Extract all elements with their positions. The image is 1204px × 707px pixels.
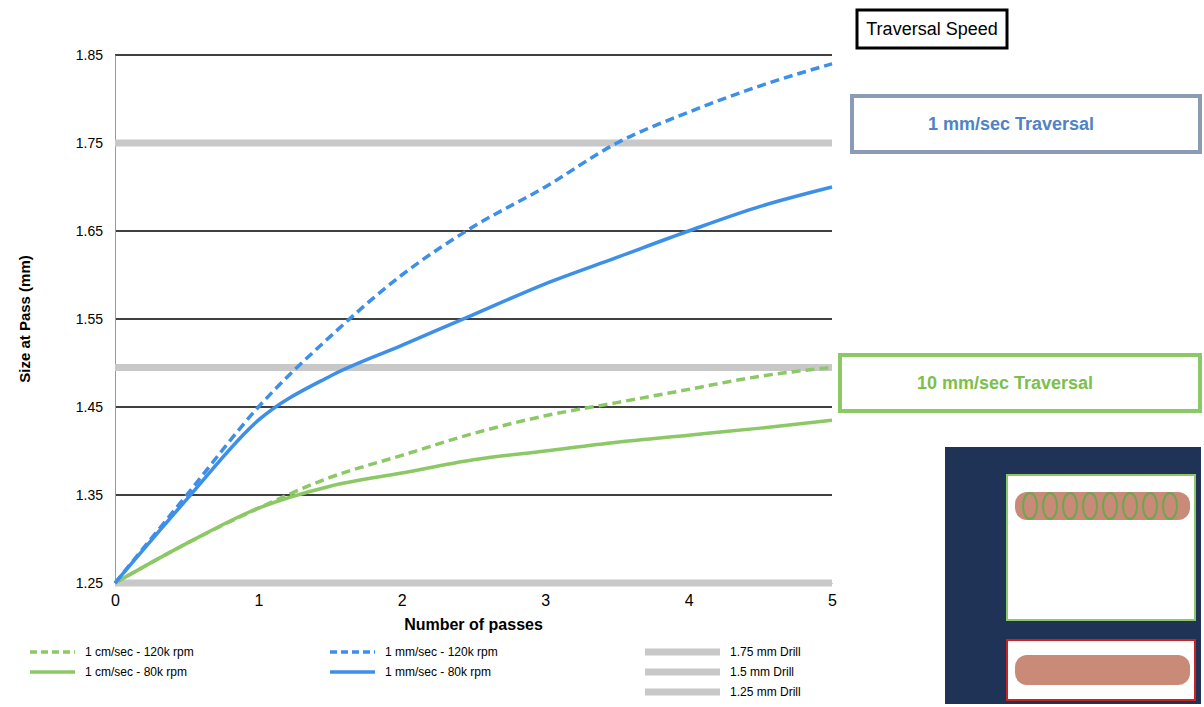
image-tube <box>1015 655 1190 685</box>
grid-line <box>115 54 832 56</box>
series-line <box>115 420 832 583</box>
tick-label: 1.25 <box>76 575 103 591</box>
reference-line <box>115 364 832 371</box>
annotation: Traversal Speed <box>866 19 997 39</box>
plot-area <box>115 64 832 583</box>
grid <box>115 55 832 583</box>
annotation-box <box>857 10 1007 48</box>
x-axis-title: Number of passes <box>404 616 543 633</box>
chart: 1.25 1.35 1.45 1.55 1.65 1.75 1.85 0 1 2 3 4 5 Size a… <box>0 0 1204 707</box>
tick-label: 1.35 <box>76 487 103 503</box>
legend-swatch <box>645 669 720 676</box>
panel-background <box>945 447 1201 704</box>
tick-label: 1.55 <box>76 311 103 327</box>
image-frame <box>1007 640 1195 700</box>
axis-line <box>116 583 833 584</box>
image-frame <box>1007 475 1195 620</box>
y-axis-title: Size at Pass (mm) <box>16 255 33 383</box>
tick: 2 <box>398 583 407 609</box>
grid-line <box>115 494 832 496</box>
annotation: 10 mm/sec Traversal <box>917 373 1093 393</box>
tick: 4 <box>685 583 694 609</box>
tick: 1.55 <box>76 311 115 327</box>
image-tube <box>1015 492 1190 520</box>
tick: 1.25 <box>76 575 115 591</box>
image-coil <box>1063 493 1077 519</box>
annotation-box <box>840 355 1200 411</box>
tick-label: 1 <box>254 592 263 609</box>
legend-label: 1 mm/sec - 80k rpm <box>385 665 491 679</box>
tick: 1.45 <box>76 399 115 415</box>
image-coil <box>1143 493 1157 519</box>
grid-line <box>115 142 832 144</box>
tick: 0 <box>111 583 120 609</box>
tick: 5 <box>828 583 837 609</box>
image-coil <box>1163 493 1177 519</box>
image-coil <box>1023 493 1037 519</box>
tick: 1.35 <box>76 487 115 503</box>
reference-line <box>115 140 832 147</box>
tick-label: 1.65 <box>76 223 103 239</box>
y-axis: 1.25 1.35 1.45 1.55 1.65 1.75 1.85 <box>76 47 116 591</box>
series-line <box>115 367 832 583</box>
image-panel <box>945 447 1201 704</box>
tick: 1.75 <box>76 135 115 151</box>
tick-label: 1.75 <box>76 135 103 151</box>
tick: 3 <box>541 583 550 609</box>
grid-line <box>115 582 832 584</box>
tick-label: 0 <box>111 592 120 609</box>
grid-line <box>115 318 832 320</box>
grid-line <box>115 406 832 408</box>
legend-swatch <box>30 670 75 674</box>
reference-line <box>115 580 832 587</box>
tick-label: 1.85 <box>76 47 103 63</box>
tick-label: 1.45 <box>76 399 103 415</box>
image-coil <box>1123 493 1137 519</box>
tick: 1.85 <box>76 47 115 63</box>
legend-label: 1.5 mm Drill <box>730 665 794 679</box>
legend-label: 1 cm/sec - 80k rpm <box>85 665 187 679</box>
grid-line <box>115 230 832 232</box>
annotations: Traversal Speed 1 mm/sec Traversal 10 mm/s… <box>840 10 1200 411</box>
tick-label: 4 <box>685 592 694 609</box>
legend-swatch <box>330 650 375 654</box>
x-axis: 0 1 2 3 4 5 <box>111 583 837 609</box>
image-coil <box>1083 493 1097 519</box>
tick: 1 <box>254 583 263 609</box>
legend: 1 cm/sec - 120k rpm 1 cm/sec - 80k rpm 1 m… <box>30 645 801 699</box>
legend-swatch <box>645 649 720 656</box>
legend-label: 1.75 mm Drill <box>730 645 801 659</box>
tick-label: 5 <box>828 592 837 609</box>
tick: 1.65 <box>76 223 115 239</box>
legend-label: 1 cm/sec - 120k rpm <box>85 645 194 659</box>
legend-swatch <box>30 650 75 654</box>
image-coil <box>1043 493 1057 519</box>
annotation: 1 mm/sec Traversal <box>928 114 1094 134</box>
annotation-box <box>852 96 1200 152</box>
legend-swatch <box>330 670 375 674</box>
series-line <box>115 64 832 583</box>
tick-label: 3 <box>541 592 550 609</box>
axis-line <box>115 56 116 584</box>
legend-swatch <box>645 689 720 696</box>
image-coil <box>1103 493 1117 519</box>
tick-label: 2 <box>398 592 407 609</box>
legend-label: 1.25 mm Drill <box>730 685 801 699</box>
series-line <box>115 187 832 583</box>
legend-label: 1 mm/sec - 120k rpm <box>385 645 498 659</box>
